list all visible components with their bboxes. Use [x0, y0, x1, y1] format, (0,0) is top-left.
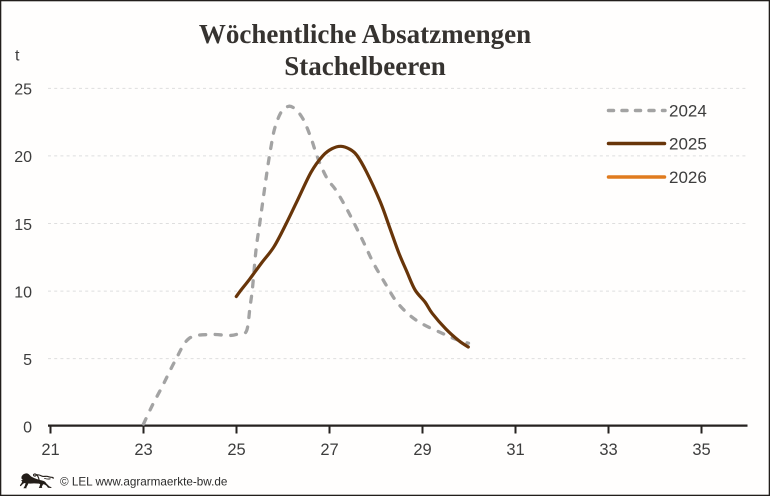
svg-text:23: 23 — [134, 441, 152, 459]
svg-text:21: 21 — [41, 441, 59, 459]
svg-text:29: 29 — [413, 441, 431, 459]
svg-text:0: 0 — [23, 419, 32, 436]
svg-text:t: t — [15, 48, 20, 65]
svg-text:15: 15 — [14, 217, 32, 234]
svg-text:27: 27 — [320, 441, 338, 459]
svg-text:33: 33 — [599, 441, 617, 459]
svg-text:35: 35 — [692, 441, 710, 459]
svg-text:5: 5 — [23, 352, 32, 369]
svg-text:Wöchentliche Absatzmengen: Wöchentliche Absatzmengen — [199, 19, 531, 49]
svg-text:31: 31 — [506, 441, 524, 459]
svg-text:2025: 2025 — [669, 135, 707, 154]
svg-text:25: 25 — [227, 441, 245, 459]
svg-text:20: 20 — [14, 149, 32, 166]
svg-text:2024: 2024 — [669, 102, 707, 121]
svg-text:Stachelbeeren: Stachelbeeren — [284, 51, 445, 81]
svg-text:25: 25 — [14, 82, 32, 99]
svg-text:10: 10 — [14, 284, 32, 301]
svg-text:© LEL www.agrarmaerkte-bw.de: © LEL www.agrarmaerkte-bw.de — [60, 475, 227, 488]
svg-text:2026: 2026 — [669, 168, 707, 187]
